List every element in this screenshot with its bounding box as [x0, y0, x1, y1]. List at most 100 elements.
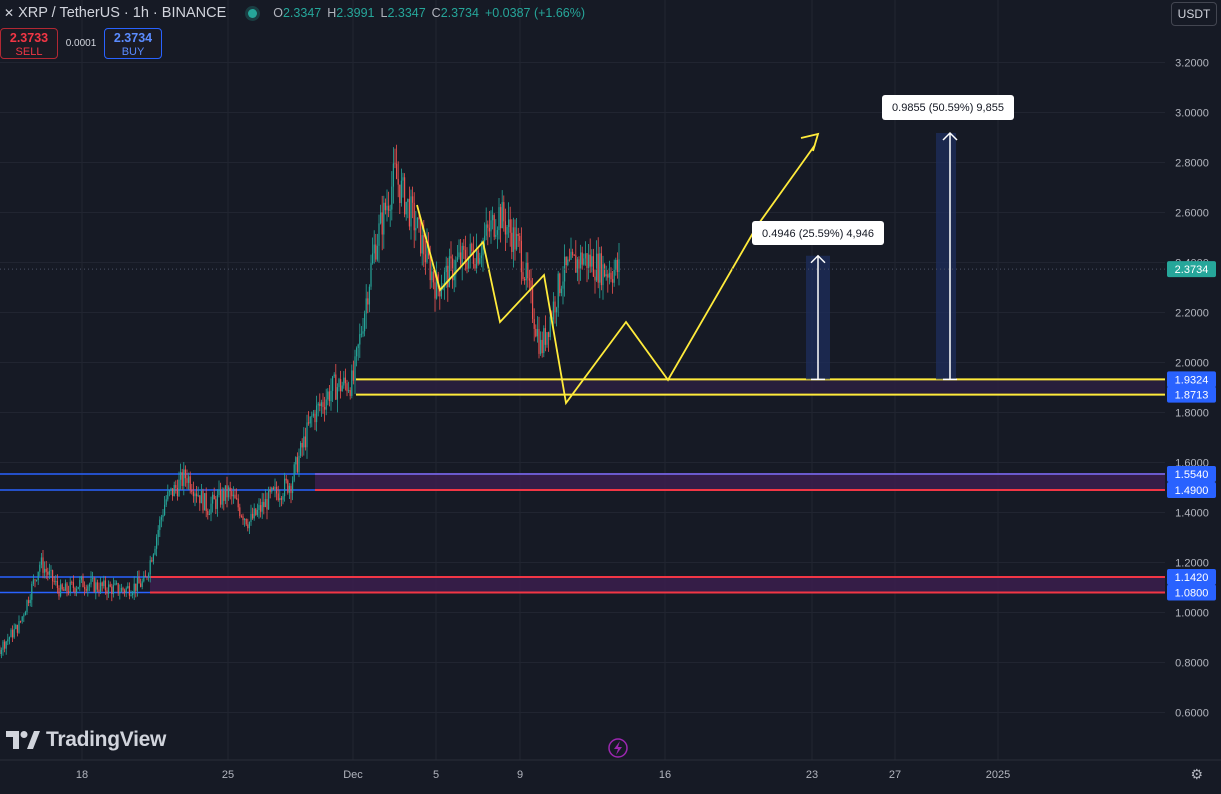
candle-body — [23, 615, 25, 617]
candle-body — [26, 600, 28, 612]
candle-body — [236, 498, 238, 500]
candle-body — [450, 256, 452, 259]
candle-body — [264, 498, 266, 508]
candle-body — [503, 202, 505, 222]
candle-body — [485, 224, 487, 236]
candle-body — [228, 487, 230, 498]
candle-body — [181, 472, 183, 486]
candle-body — [218, 489, 220, 496]
candle-body — [408, 198, 410, 227]
candle-body — [47, 571, 49, 575]
candle-body — [554, 301, 556, 313]
candle-body — [192, 491, 194, 497]
candle-body — [92, 578, 94, 579]
candle-body — [501, 202, 503, 229]
close-icon[interactable]: ✕ — [4, 6, 15, 20]
price-badge — [1167, 482, 1216, 498]
candle-body — [352, 370, 354, 381]
candle-body — [173, 485, 175, 497]
candle-body — [63, 589, 65, 591]
symbol-title[interactable]: XRP / TetherUS · 1h · BINANCE — [18, 5, 227, 21]
candle-body — [308, 422, 310, 424]
candle-body — [517, 233, 519, 236]
candle-body — [45, 568, 47, 572]
candle-body — [215, 499, 217, 509]
candle-body — [36, 580, 38, 581]
candle-body — [136, 577, 138, 591]
candle-body — [476, 250, 478, 269]
candle-body — [356, 347, 358, 357]
currency-select[interactable]: USDT — [1171, 2, 1217, 26]
candle-body — [117, 583, 119, 594]
candle-body — [444, 272, 446, 287]
gear-icon[interactable]: ⚙ — [1190, 766, 1203, 782]
candle-body — [498, 207, 500, 231]
candle-body — [599, 253, 601, 283]
candle-body — [263, 501, 265, 508]
candle-body — [416, 217, 418, 228]
candle-body — [168, 490, 170, 492]
candle-body — [186, 478, 188, 483]
candle-body — [226, 485, 228, 498]
lightning-icon-bolt — [614, 741, 622, 755]
candle-body — [39, 564, 41, 572]
candle-body — [605, 274, 607, 277]
candle-body — [279, 498, 281, 501]
price-badge — [1167, 371, 1216, 388]
candle-body — [519, 235, 521, 241]
candle-body — [560, 288, 562, 294]
candle-body — [18, 620, 20, 633]
candle-body — [103, 580, 105, 587]
buy-button[interactable]: 2.3734 BUY — [104, 28, 162, 59]
candle-body — [495, 234, 497, 237]
candle-body — [20, 620, 22, 622]
candle-body — [79, 579, 81, 587]
candle-body — [303, 436, 305, 448]
candle-body — [98, 589, 100, 592]
y-tick-label: 2.2000 — [1175, 308, 1209, 320]
candle-body — [413, 202, 415, 231]
candle-body — [376, 245, 378, 260]
y-tick-label: 2.8000 — [1175, 158, 1209, 170]
candle-body — [128, 586, 130, 596]
candle-body — [37, 571, 39, 581]
candle-body — [479, 258, 481, 264]
candle-body — [538, 329, 540, 354]
candle-body — [133, 583, 135, 594]
candle-body — [389, 209, 391, 211]
candle-body — [229, 487, 231, 492]
candle-body — [533, 318, 535, 329]
support-zone — [150, 577, 1165, 593]
candle-body — [178, 479, 180, 497]
candle-body — [365, 298, 367, 314]
candle-body — [180, 472, 182, 480]
candle-body — [328, 391, 330, 402]
candle-body — [492, 215, 494, 221]
price-badge-label: 1.8713 — [1175, 390, 1209, 402]
candle-body — [88, 584, 90, 587]
candle-body — [301, 442, 303, 448]
candle-body — [316, 405, 318, 423]
candle-body — [404, 177, 406, 215]
candle-body — [544, 328, 546, 345]
measure-arrowhead — [810, 254, 826, 264]
tradingview-logo[interactable]: TradingView — [6, 728, 166, 752]
candle-body — [490, 220, 492, 232]
candle-body — [575, 255, 577, 273]
candle-body — [48, 571, 50, 575]
candle-body — [468, 256, 470, 270]
candle-body — [484, 235, 486, 242]
candle-body — [384, 202, 386, 211]
candle-body — [29, 599, 31, 603]
candle-body — [420, 219, 422, 254]
candle-body — [448, 256, 450, 288]
candle-body — [562, 281, 564, 289]
sell-button[interactable]: 2.3733 SELL — [0, 28, 58, 59]
candle-body — [101, 582, 103, 587]
candle-body — [95, 582, 97, 592]
candle-body — [108, 584, 110, 594]
candle-body — [528, 278, 530, 281]
candle-body — [322, 402, 324, 407]
candle-body — [348, 390, 350, 392]
